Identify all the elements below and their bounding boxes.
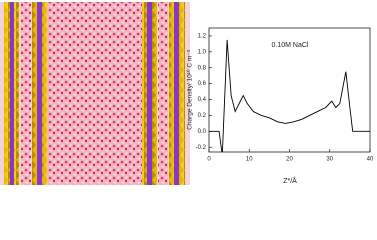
x-tick-label: 40 [367,157,374,163]
y-tick-label: 0.4 [198,97,207,103]
x-tick-label: 10 [246,157,253,163]
chart-title: 0.10M NaCl [272,42,309,49]
y-axis-label: Charge Density/ 10¹⁰ C m⁻³ [186,49,194,130]
x-tick-label: 20 [286,157,293,163]
y-tick-label: 1.0 [198,49,207,55]
y-tick-label: 0.8 [198,65,207,71]
figure: 0.10M NaCl Z*/Å Charge Density/ 10¹⁰ C m… [0,2,374,185]
simulation-snapshot [0,2,190,185]
x-tick-label: 0 [207,157,211,163]
x-tick-label: 30 [326,157,333,163]
x-axis-label: Z*/Å [283,176,297,185]
y-tick-label: 0.2 [198,113,207,119]
y-tick-label: -0.2 [196,145,207,151]
y-tick-label: 1.2 [198,34,207,40]
y-tick-label: 0.6 [198,81,207,87]
y-tick-label: 0.0 [198,129,207,135]
data-line [209,39,370,152]
